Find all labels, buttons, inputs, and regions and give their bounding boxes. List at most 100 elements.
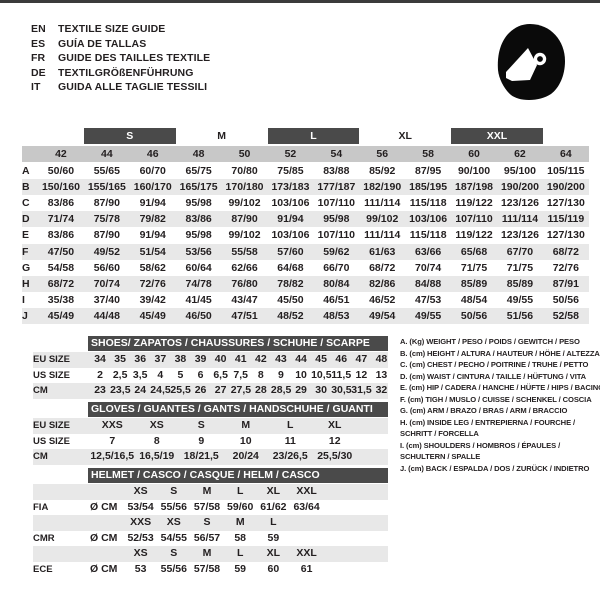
table-cell: 83/86: [47, 196, 75, 209]
table-cell: M: [202, 547, 212, 560]
table-cell: 95/98: [323, 213, 350, 226]
table-cell: 53: [134, 563, 147, 575]
table-cell: 155/165: [87, 180, 126, 193]
table-cell: 53/56: [185, 245, 212, 258]
row-label: ECE: [33, 564, 53, 575]
table-cell: L: [236, 485, 244, 497]
legend-entry-continuation: SCHULTERN / SPALLE: [400, 452, 481, 462]
table-cell: 6: [197, 368, 204, 381]
table-cell: 45/50: [277, 294, 304, 307]
row-key-label: D: [22, 213, 30, 226]
table-cell: 26: [194, 384, 207, 397]
table-cell: 59/62: [323, 245, 350, 258]
table-cell: 3,5: [132, 368, 148, 381]
table-cell: 49/52: [93, 245, 120, 258]
legend-entry-continuation: SCHRITT / FORCELLA: [400, 429, 479, 439]
table-cell: 119/122: [455, 229, 493, 242]
table-cell: 47/51: [231, 310, 258, 323]
numeric-size-header: 42: [55, 148, 67, 160]
table-cell: 82/86: [369, 277, 396, 290]
table-cell: 58/62: [139, 261, 166, 274]
legend-entry: D. (cm) WAIST / CINTURA / TAILLE / HÜFTU…: [400, 371, 587, 381]
table-cell: 7,5: [233, 368, 249, 381]
table-cell: 85/89: [506, 277, 534, 290]
language-code: EN: [31, 23, 46, 35]
table-cell: L: [270, 516, 277, 529]
table-cell: S: [203, 516, 211, 529]
racing-helmet-icon: [485, 18, 575, 108]
language-title: GUÍA DE TALLAS: [58, 37, 147, 50]
table-cell: L: [236, 547, 244, 560]
size-band-xxl: XXL: [451, 128, 543, 144]
row-key-label: H: [22, 277, 30, 290]
table-cell: 4: [157, 368, 164, 381]
language-row: ES GUÍA DE TALLAS: [31, 37, 210, 52]
table-cell: 72/76: [552, 261, 579, 274]
row-label: FIA: [33, 501, 49, 513]
table-cell: S: [197, 419, 205, 431]
table-cell: 49/55: [506, 294, 534, 307]
table-cell: 190/200: [500, 180, 539, 193]
table-cell: 52/58: [552, 310, 579, 323]
helmet-section-title: HELMET / CASCO / CASQUE / HELM / CASCO: [88, 468, 388, 483]
table-cell: 60/70: [139, 164, 166, 177]
helmet-size-header-row: XXS XS S M L: [33, 515, 388, 531]
helmet-unit-label: Ø CM: [90, 563, 118, 575]
table-cell: 91/94: [139, 196, 166, 209]
table-cell: 7: [109, 434, 116, 447]
table-cell: 87/91: [552, 277, 579, 290]
size-band-xl: XL: [398, 130, 412, 142]
table-cell: 57/60: [277, 245, 304, 258]
table-cell: 185/195: [409, 180, 448, 193]
table-cell: 37/40: [93, 294, 120, 307]
row-key-label: A: [22, 164, 30, 177]
table-cell: 99/102: [228, 196, 261, 209]
table-cell: 182/190: [363, 180, 402, 193]
table-cell: 41/45: [185, 294, 212, 307]
table-cell: 63/64: [293, 500, 320, 513]
table-cell: 23/26,5: [272, 450, 308, 463]
table-cell: 75/85: [277, 164, 304, 177]
row-label: US SIZE: [33, 369, 70, 381]
table-cell: 50/60: [47, 164, 75, 177]
table-cell: 84/88: [414, 277, 442, 290]
row-label: CM: [33, 451, 48, 463]
helmet-size-header-row: XS S M L XL XXL: [33, 484, 388, 500]
numeric-size-header: 44: [100, 148, 113, 160]
table-cell: M: [235, 516, 245, 529]
numeric-size-header: 62: [514, 148, 526, 160]
table-cell: 38: [174, 353, 187, 365]
table-cell: 11: [284, 434, 296, 447]
table-cell: 107/110: [455, 213, 493, 226]
language-row: FR GUIDE DES TAILLES TEXTILE: [31, 51, 210, 66]
table-cell: 9: [198, 434, 205, 447]
table-cell: 91/94: [139, 229, 166, 242]
top-rule: [0, 0, 600, 3]
table-cell: 51/54: [139, 245, 166, 258]
table-cell: 49/54: [369, 310, 396, 323]
table-cell: 25,5/30: [317, 450, 353, 463]
table-cell: 61/62: [260, 500, 287, 513]
language-row: DE TEXTILGRÖßENFÜHRUNG: [31, 66, 210, 81]
row-label: CMR: [33, 532, 55, 544]
table-cell: 85/92: [369, 164, 396, 177]
table-cell: 66/70: [323, 261, 350, 274]
language-code: DE: [31, 66, 46, 79]
helmet-unit-label: Ø CM: [90, 531, 118, 544]
table-cell: 111/114: [501, 213, 539, 226]
table-cell: 61/63: [369, 245, 396, 258]
table-row: I 35/38 37/40 39/42 41/45 43/47 45/50 46/51 46/5…: [22, 292, 589, 308]
table-cell: 90/100: [457, 164, 491, 177]
table-cell: 18/21,5: [183, 450, 219, 463]
table-cell: 76/80: [231, 277, 258, 290]
table-cell: XS: [149, 419, 164, 431]
table-cell: 59: [234, 563, 247, 575]
table-cell: 12: [355, 368, 368, 381]
table-cell: 64/68: [277, 261, 304, 274]
row-label: EU SIZE: [33, 354, 70, 365]
numeric-size-header: 64: [559, 148, 572, 160]
table-cell: 95/100: [503, 164, 536, 177]
table-cell: 58: [234, 531, 247, 544]
row-key-label: F: [22, 245, 29, 258]
table-row: E 83/86 87/90 91/94 95/98 99/102 103/106 107/11…: [22, 227, 589, 243]
